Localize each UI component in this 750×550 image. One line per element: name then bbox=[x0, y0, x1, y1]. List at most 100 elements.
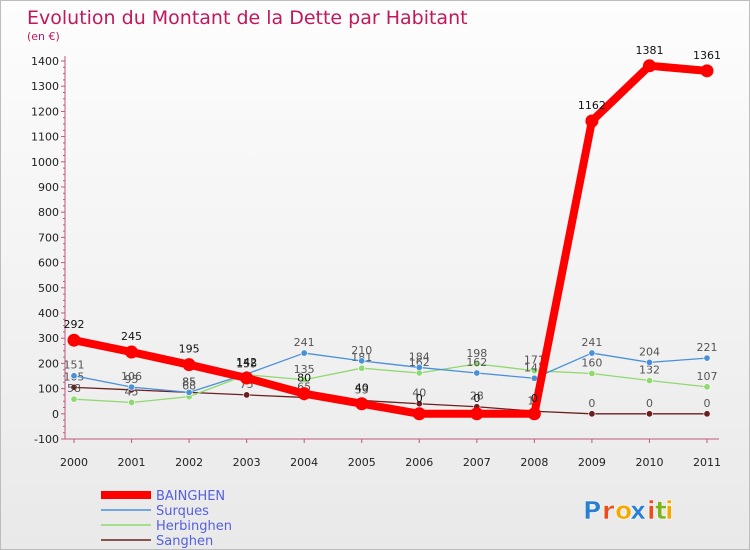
data-label: 95 bbox=[125, 373, 139, 386]
data-label: 1381 bbox=[635, 44, 663, 57]
x-tick-label: 2003 bbox=[233, 456, 261, 469]
y-tick-label: -100 bbox=[34, 433, 59, 446]
data-point bbox=[125, 345, 139, 359]
data-label: 210 bbox=[351, 344, 372, 357]
legend-label: Herbinghen bbox=[156, 519, 232, 534]
logo-letter: r bbox=[602, 496, 615, 525]
x-tick-label: 2002 bbox=[175, 456, 203, 469]
x-tick-label: 2011 bbox=[693, 456, 721, 469]
data-point bbox=[70, 383, 78, 391]
data-point bbox=[358, 357, 366, 365]
y-tick-label: 100 bbox=[38, 383, 59, 396]
data-label: 135 bbox=[294, 363, 315, 376]
data-point bbox=[530, 367, 538, 375]
data-point bbox=[415, 363, 423, 371]
y-tick-label: 300 bbox=[38, 332, 59, 345]
data-point bbox=[355, 397, 369, 411]
data-label: 80 bbox=[297, 372, 311, 385]
data-label: 132 bbox=[639, 364, 660, 377]
data-label: 0 bbox=[473, 392, 480, 405]
data-label: 241 bbox=[294, 336, 315, 349]
data-point bbox=[358, 364, 366, 372]
y-tick-label: 800 bbox=[38, 206, 59, 219]
series-layer: 1059585756553402810000584568155135181162… bbox=[64, 44, 721, 421]
data-point bbox=[243, 391, 251, 399]
data-point bbox=[588, 369, 596, 377]
legend-label: Sanghen bbox=[156, 534, 213, 549]
data-label: 68 bbox=[182, 380, 196, 393]
data-label: 245 bbox=[121, 330, 142, 343]
y-tick-label: 400 bbox=[38, 307, 59, 320]
x-tick-label: 2008 bbox=[520, 456, 548, 469]
y-tick-label: 1300 bbox=[31, 80, 59, 93]
x-tick-label: 2009 bbox=[578, 456, 606, 469]
data-label: 195 bbox=[179, 343, 200, 356]
data-point bbox=[645, 358, 653, 366]
data-point bbox=[182, 358, 196, 372]
data-label: 0 bbox=[416, 392, 423, 405]
data-label: 0 bbox=[531, 392, 538, 405]
data-label: 221 bbox=[697, 341, 718, 354]
data-label: 1361 bbox=[693, 49, 721, 62]
data-point bbox=[412, 407, 426, 421]
data-label: 0 bbox=[588, 397, 595, 410]
data-point bbox=[700, 64, 714, 78]
data-label: 184 bbox=[409, 350, 430, 363]
data-label: 53 bbox=[355, 383, 369, 396]
data-label: 1162 bbox=[578, 99, 606, 112]
series-line bbox=[73, 352, 708, 394]
series-line bbox=[73, 363, 708, 404]
data-point bbox=[527, 407, 541, 421]
logo-letter: o bbox=[615, 496, 632, 525]
data-label: 85 bbox=[182, 375, 196, 388]
data-label: 58 bbox=[67, 382, 81, 395]
chart-title: Evolution du Montant de la Dette par Hab… bbox=[27, 7, 468, 29]
data-point bbox=[300, 349, 308, 357]
data-point bbox=[297, 387, 311, 401]
y-tick-label: 1100 bbox=[31, 131, 59, 144]
x-tick-label: 2004 bbox=[290, 456, 318, 469]
y-tick-label: 500 bbox=[38, 282, 59, 295]
y-tick-label: 0 bbox=[52, 408, 59, 421]
data-label: 162 bbox=[466, 356, 487, 369]
logo-letter: i bbox=[665, 496, 674, 525]
logo-letter: i bbox=[647, 496, 656, 525]
data-label: 204 bbox=[639, 345, 660, 358]
data-point bbox=[185, 388, 193, 396]
data-label: 106 bbox=[121, 370, 142, 383]
logo-letter: P bbox=[583, 496, 601, 525]
data-label: 151 bbox=[64, 359, 85, 372]
data-point bbox=[70, 372, 78, 380]
data-label: 292 bbox=[64, 318, 85, 331]
data-point bbox=[645, 410, 653, 418]
data-label: 162 bbox=[409, 356, 430, 369]
data-label: 160 bbox=[581, 356, 602, 369]
y-tick-label: 700 bbox=[38, 231, 59, 244]
data-point bbox=[473, 360, 481, 368]
data-point bbox=[300, 376, 308, 384]
data-label: 158 bbox=[236, 357, 257, 370]
data-label: 142 bbox=[236, 356, 257, 369]
y-tick-label: 1200 bbox=[31, 105, 59, 118]
y-tick-label: 1400 bbox=[31, 55, 59, 68]
data-point bbox=[470, 407, 484, 421]
y-tick-label: 900 bbox=[38, 181, 59, 194]
data-label: 241 bbox=[581, 336, 602, 349]
legend-label: Surques bbox=[156, 504, 209, 519]
data-point bbox=[703, 383, 711, 391]
data-point bbox=[70, 395, 78, 403]
data-label: 107 bbox=[697, 370, 718, 383]
x-tick-label: 2010 bbox=[635, 456, 663, 469]
data-point bbox=[240, 371, 254, 385]
data-label: 85 bbox=[182, 375, 196, 388]
data-point bbox=[530, 374, 538, 382]
data-point bbox=[588, 349, 596, 357]
x-tick-label: 2001 bbox=[118, 456, 146, 469]
logo-letter: x bbox=[630, 496, 646, 525]
series-herbinghen: 584568155135181162198171160132107 bbox=[67, 347, 718, 406]
